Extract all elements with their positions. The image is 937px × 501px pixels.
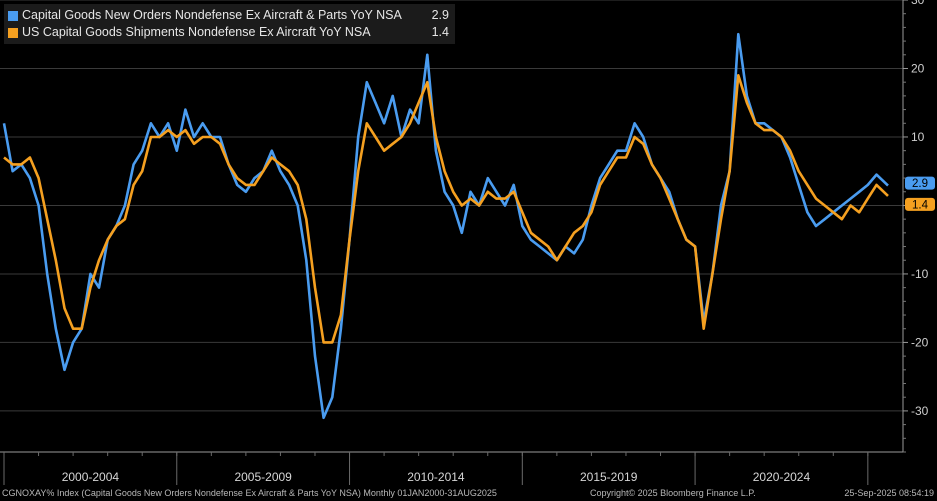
- chart-legend: Capital Goods New Orders Nondefense Ex A…: [4, 4, 455, 44]
- last-value-tag: [905, 197, 935, 211]
- last-value-label: 2.9: [912, 178, 928, 190]
- y-tick-label: 20: [911, 61, 925, 75]
- legend-swatch-orange: [8, 27, 18, 38]
- footer-copyright: Copyright© 2025 Bloomberg Finance L.P.: [590, 488, 756, 498]
- x-period-label: 2000-2004: [62, 470, 120, 484]
- legend-item-new-orders: Capital Goods New Orders Nondefense Ex A…: [8, 7, 449, 24]
- legend-value: 1.4: [431, 25, 449, 39]
- chart-footer: CGNOXAY% Index (Capital Goods New Orders…: [0, 487, 937, 501]
- x-period-label: 2005-2009: [234, 470, 292, 484]
- x-period-label: 2020-2024: [753, 470, 811, 484]
- series-line-shipments: [3, 74, 889, 344]
- y-tick-label: 10: [911, 130, 925, 144]
- legend-label: US Capital Goods Shipments Nondefense Ex…: [22, 25, 371, 39]
- legend-swatch-blue: [8, 10, 18, 21]
- last-value-label: 1.4: [912, 199, 929, 211]
- legend-label: Capital Goods New Orders Nondefense Ex A…: [22, 8, 402, 22]
- legend-value: 2.9: [431, 8, 449, 22]
- footer-source: CGNOXAY% Index (Capital Goods New Orders…: [2, 488, 497, 498]
- last-value-tag: [905, 176, 935, 190]
- series-line-new-orders: [2, 32, 889, 420]
- y-tick-label: -10: [911, 267, 929, 281]
- x-period-label: 2015-2019: [580, 470, 638, 484]
- x-period-label: 2010-2014: [407, 470, 465, 484]
- y-tick-label: -20: [911, 335, 929, 349]
- legend-item-shipments: US Capital Goods Shipments Nondefense Ex…: [8, 24, 449, 41]
- y-tick-label: -30: [911, 404, 929, 418]
- footer-timestamp: 25-Sep-2025 08:54:19: [844, 488, 934, 498]
- y-tick-label: 30: [911, 0, 925, 7]
